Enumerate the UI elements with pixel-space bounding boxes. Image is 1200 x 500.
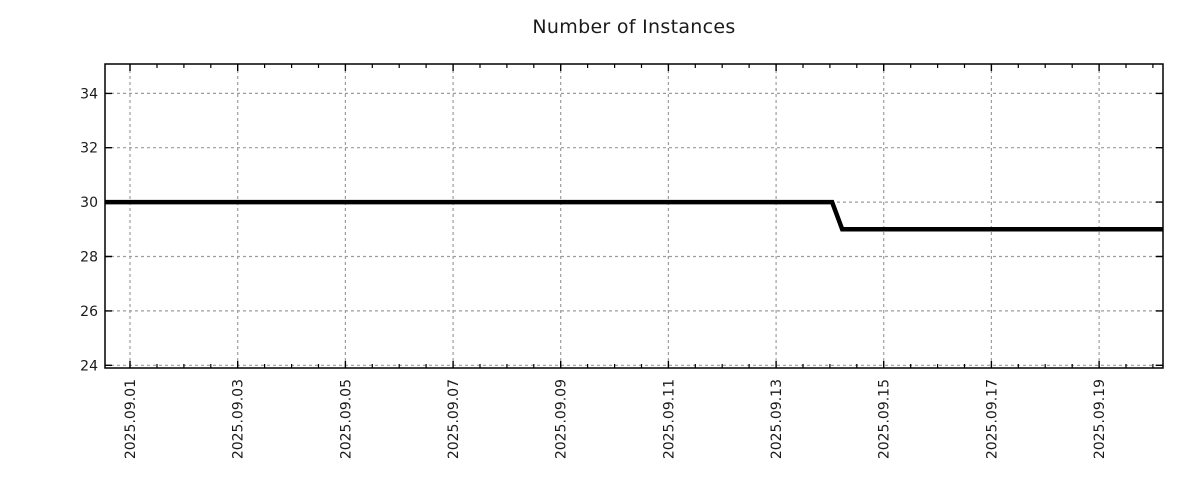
x-tick-label: 2025.09.07 [446, 379, 462, 459]
y-tick-label: 30 [80, 195, 98, 211]
y-tick-label: 34 [80, 86, 98, 102]
y-tick-label: 32 [80, 141, 98, 157]
series-line [105, 199, 1163, 232]
x-tick-label: 2025.09.09 [554, 379, 570, 459]
x-major-ticks [129, 64, 1100, 368]
x-tick-label: 2025.09.17 [984, 379, 1000, 459]
x-tick-label: 2025.09.11 [661, 379, 677, 459]
y-tick-label: 28 [80, 250, 98, 266]
plot-border [104, 63, 1164, 369]
x-tick-label: 2025.09.01 [123, 379, 139, 459]
x-tick-label: 2025.09.13 [769, 379, 785, 459]
x-tick-label: 2025.09.03 [231, 379, 247, 459]
y-tick-label: 26 [80, 304, 98, 320]
y-tick-label: 24 [80, 358, 98, 374]
grid-lines [105, 64, 1163, 368]
x-tick-label: 2025.09.05 [338, 379, 354, 459]
x-minor-ticks [156, 64, 1154, 368]
x-tick-label: 2025.09.19 [1092, 379, 1108, 459]
x-tick-label: 2025.09.15 [877, 379, 893, 459]
chart-title: Number of Instances [532, 16, 736, 38]
